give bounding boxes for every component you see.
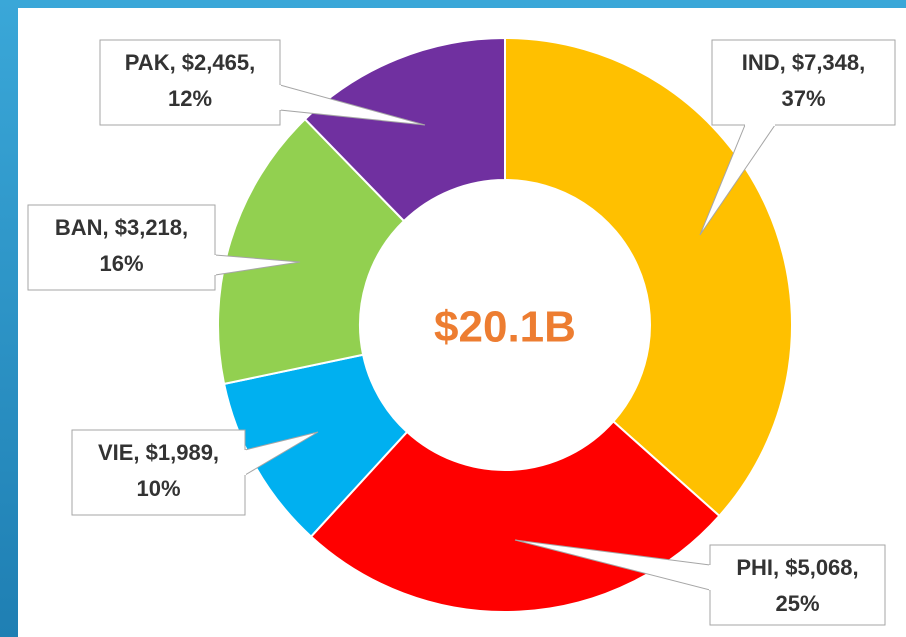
labels: IND, $7,348, 37% PHI, $5,068, 25% VIE, $1,98… xyxy=(27,39,896,626)
slice xyxy=(217,117,406,386)
slices xyxy=(217,36,793,613)
label-text: 12% xyxy=(168,86,212,111)
label-box xyxy=(27,204,216,291)
data-label: IND, $7,348, 37% xyxy=(699,39,896,236)
label-box xyxy=(709,544,886,626)
label-text: 16% xyxy=(99,251,143,276)
label-box xyxy=(99,39,281,126)
label-text: BAN, $3,218, xyxy=(55,215,188,240)
label-text: 10% xyxy=(136,476,180,501)
label-text: PAK, $2,465, xyxy=(125,50,255,75)
label-text: PHI, $5,068, xyxy=(736,555,858,580)
label-text: 25% xyxy=(775,591,819,616)
data-label: BAN, $3,218, 16% xyxy=(27,204,301,291)
data-label: VIE, $1,989, 10% xyxy=(71,429,319,516)
label-box xyxy=(71,429,246,516)
label-box xyxy=(711,39,896,126)
data-label: PHI, $5,068, 25% xyxy=(514,539,886,626)
label-text: VIE, $1,989, xyxy=(98,440,219,465)
label-text: IND, $7,348, xyxy=(742,50,866,75)
slice xyxy=(504,36,793,518)
slice xyxy=(303,36,506,223)
data-label: PAK, $2,465, 12% xyxy=(99,39,426,126)
label-text: 37% xyxy=(781,86,825,111)
center-label: $20.1B xyxy=(434,303,576,352)
